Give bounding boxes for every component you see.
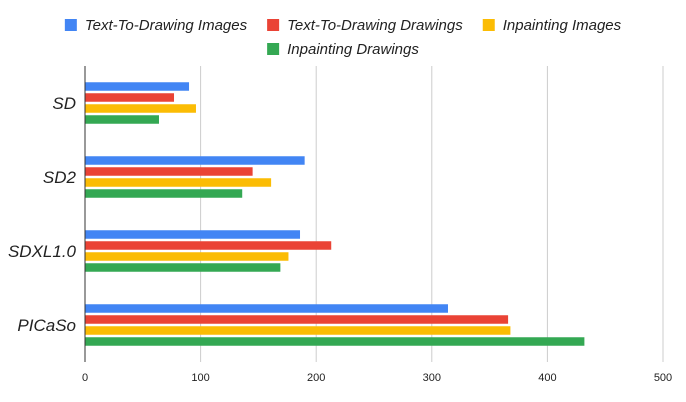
x-tick-label-0: 0	[82, 372, 88, 384]
category-label-picaso: PICaSo	[17, 316, 76, 335]
legend: Text-To-Drawing Images Text-To-Drawing Dr…	[64, 17, 622, 58]
legend-item-text-to-drawing-drawings: Text-To-Drawing Drawings	[267, 17, 463, 34]
legend-item-inpainting-images: Inpainting Images	[482, 17, 622, 34]
legend-item-inpainting-drawings: Inpainting Drawings	[267, 41, 419, 58]
category-labels: SD SD2 SDXL1.0 PICaSo	[8, 94, 77, 335]
x-tick-label-400: 400	[538, 372, 556, 384]
bar-picaso-text-to-drawing-images	[85, 304, 448, 313]
bar-sdxl1-0-text-to-drawing-images	[85, 230, 301, 239]
bar-sdxl1-0-text-to-drawing-drawings	[85, 241, 332, 250]
bar-sdxl1-0-inpainting-images	[85, 252, 289, 261]
bar-sd2-inpainting-drawings	[85, 189, 243, 198]
bars	[85, 82, 585, 346]
legend-swatch-inpainting-images	[482, 19, 495, 31]
legend-label-text-to-drawing-images: Text-To-Drawing Images	[85, 17, 248, 34]
x-tick-label-500: 500	[654, 372, 672, 384]
category-label-sdxl1-0: SDXL1.0	[8, 242, 77, 261]
legend-label-inpainting-drawings: Inpainting Drawings	[287, 41, 419, 58]
legend-item-text-to-drawing-images: Text-To-Drawing Images	[64, 17, 248, 34]
legend-label-text-to-drawing-drawings: Text-To-Drawing Drawings	[287, 17, 463, 34]
bar-sd-inpainting-drawings	[85, 115, 159, 124]
bar-sd2-text-to-drawing-images	[85, 156, 305, 165]
x-tick-label-300: 300	[423, 372, 441, 384]
bar-sd2-text-to-drawing-drawings	[85, 167, 253, 176]
legend-swatch-text-to-drawing-drawings	[267, 19, 280, 31]
bar-sd2-inpainting-images	[85, 178, 272, 187]
legend-swatch-text-to-drawing-images	[64, 19, 77, 31]
category-label-sd2: SD2	[43, 168, 77, 187]
x-tick-label-200: 200	[307, 372, 325, 384]
bar-sd-inpainting-images	[85, 104, 196, 113]
x-tick-labels: 0 100 200 300 400 500	[82, 372, 672, 384]
bar-picaso-text-to-drawing-drawings	[85, 315, 509, 324]
x-tick-label-100: 100	[191, 372, 209, 384]
bar-sd-text-to-drawing-drawings	[85, 93, 175, 102]
legend-label-inpainting-images: Inpainting Images	[503, 17, 622, 34]
bar-picaso-inpainting-images	[85, 326, 511, 335]
legend-swatch-inpainting-drawings	[267, 43, 280, 55]
bar-sdxl1-0-inpainting-drawings	[85, 263, 281, 272]
category-label-sd: SD	[52, 94, 76, 113]
bar-sd-text-to-drawing-images	[85, 82, 190, 91]
bar-picaso-inpainting-drawings	[85, 337, 585, 346]
